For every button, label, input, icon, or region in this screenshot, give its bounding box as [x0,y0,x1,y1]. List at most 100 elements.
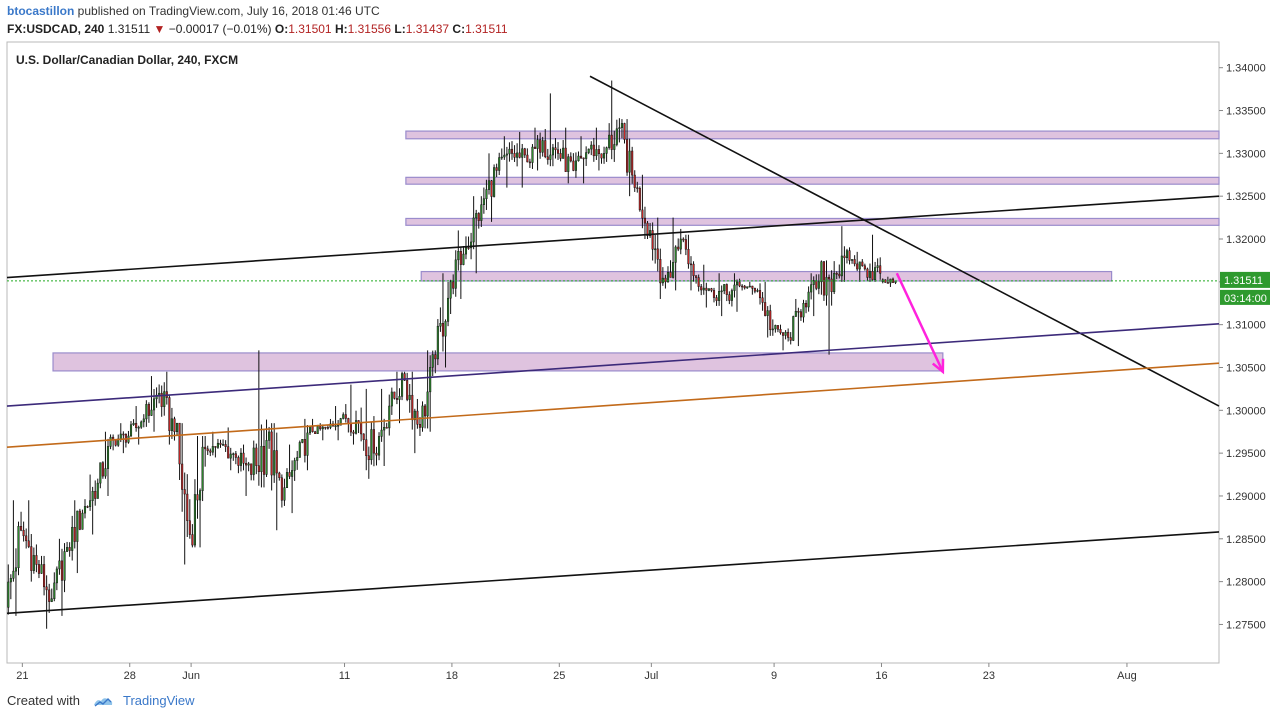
candle [413,408,416,454]
candle-body-up [733,284,736,291]
candle [393,391,396,400]
candle-body-down [822,261,825,296]
candle-body-down [459,250,462,265]
candle-body-up [388,405,391,429]
candle [487,153,491,195]
candle-body-down [477,213,480,221]
candle-body-up [748,285,751,288]
candle [579,136,583,160]
candle-body-down [416,410,419,425]
candle-body-up [868,271,872,278]
candle-body-up [145,404,148,420]
candle [199,488,202,548]
candle-body-down [764,302,767,316]
candle [495,163,498,178]
candle-body-up [603,153,606,159]
candle [201,436,204,502]
candle [283,478,286,506]
candle [674,245,677,291]
candle [866,267,869,281]
candle [618,118,621,143]
candle-body-up [674,246,677,263]
candle [695,275,698,284]
candle-body-up [129,424,133,437]
y-axis: 1.27500 1.28000 1.28500 1.29000 1.29500 1.300… [1219,63,1270,631]
candle-body-up [536,139,539,149]
candle [99,462,102,489]
candle [480,196,483,227]
close-label: C: [452,22,466,36]
candle-body-up [516,152,519,158]
candle-body-up [482,198,485,205]
candle-body-up [794,310,797,317]
candle-body-down [510,148,514,154]
low-label: L: [394,22,406,36]
tradingview-link[interactable]: TradingView [123,693,195,708]
candle-body-down [135,422,138,429]
candle-body-up [562,147,565,159]
candle-body-down [789,337,792,341]
candle [464,236,468,260]
candle-body-down [68,547,71,551]
candle-body-down [797,310,800,313]
y-tick-label: 1.32000 [1226,234,1266,246]
candle [712,287,716,303]
candle-body-up [820,261,823,283]
candle [741,284,744,291]
candle [758,283,762,305]
candle [564,127,567,172]
candle-body-down [684,239,687,250]
y-tick-label: 1.29500 [1226,448,1266,460]
candle-body-up [137,426,140,429]
candle [106,438,110,496]
candle [193,479,196,548]
candle [679,228,682,255]
candle [191,524,194,548]
candle-body-up [792,316,795,341]
x-tick-label: Aug [1117,670,1137,682]
candle [229,447,232,471]
candle [204,436,207,467]
x-tick-label: 28 [124,670,136,682]
candle-body-up [590,144,593,150]
candle-body-down [372,429,375,454]
candle-body-up [613,144,616,150]
candle-body-up [771,328,774,331]
candle [861,259,864,267]
author-link[interactable]: btocastillon [7,4,75,18]
candle-body-down [710,288,713,291]
candle-body-down [758,290,762,299]
candle [467,236,470,250]
candle [73,500,76,549]
candle-body-down [533,146,537,149]
candle-body-down [227,446,230,459]
candle-body-down [311,426,314,432]
candle-body-up [96,482,99,499]
candle [222,439,225,446]
candle-body-down [664,277,667,283]
candle-body-down [689,263,693,266]
candle-body-down [572,160,575,171]
candle [234,451,237,465]
candle [270,423,273,491]
chart-canvas[interactable]: 1.27500 1.28000 1.28500 1.29000 1.29500 1.300… [0,40,1278,686]
candle-body-up [521,148,524,158]
candle [516,143,519,167]
candle [459,247,462,299]
candle-body-up [265,440,268,475]
candle-body-down [600,153,603,159]
candle [523,147,526,158]
candle-body-up [807,291,810,308]
candle-body-up [720,290,723,293]
candle [664,274,667,289]
candle [817,274,820,295]
candle [692,261,695,282]
candle [799,309,802,321]
candle [631,146,634,184]
candle [628,138,631,197]
candle-body-down [360,422,363,435]
candle [252,440,255,481]
candle [845,248,849,264]
candle [45,575,48,629]
y-tick-label: 1.28000 [1226,577,1266,589]
